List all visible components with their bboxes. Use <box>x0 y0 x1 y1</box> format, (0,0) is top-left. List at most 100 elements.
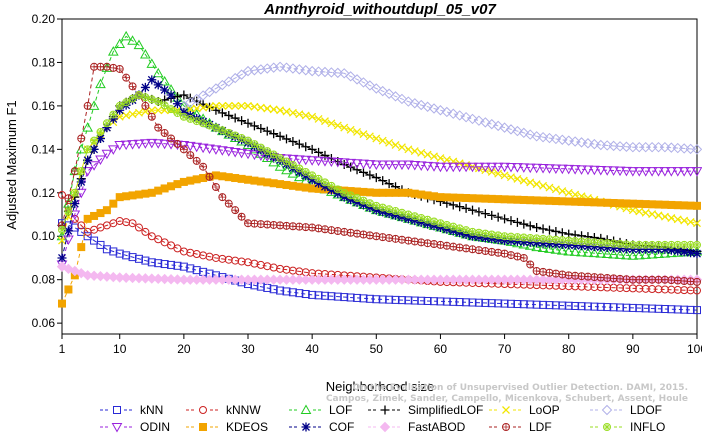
data-point <box>147 258 156 267</box>
data-point <box>319 157 331 167</box>
data-point <box>282 107 291 116</box>
data-point <box>210 145 222 155</box>
legend-item-odin: ODIN <box>100 420 170 434</box>
data-point <box>436 297 445 306</box>
data-point <box>481 298 490 307</box>
data-point <box>313 66 324 77</box>
data-point <box>192 104 201 113</box>
data-point <box>282 287 291 296</box>
data-point <box>82 270 93 281</box>
data-point <box>410 296 419 305</box>
data-point <box>147 75 157 85</box>
data-point <box>576 246 587 257</box>
data-point <box>455 228 465 238</box>
data-point <box>563 245 575 256</box>
data-point <box>454 162 466 173</box>
data-point <box>609 303 618 312</box>
data-point <box>531 163 543 174</box>
data-point <box>500 214 510 224</box>
data-point <box>499 162 510 173</box>
data-point <box>141 227 150 236</box>
data-point <box>339 68 350 79</box>
data-point <box>595 165 607 176</box>
data-point <box>442 297 451 306</box>
legend-label: LoOP <box>529 403 560 417</box>
data-point <box>415 161 427 171</box>
data-point <box>372 134 381 143</box>
data-point <box>462 298 471 307</box>
data-point <box>179 247 188 256</box>
data-point <box>128 253 137 262</box>
data-point <box>454 110 465 121</box>
data-point <box>327 292 336 301</box>
data-point <box>428 162 440 172</box>
data-point <box>455 298 464 307</box>
data-point <box>223 147 235 157</box>
data-point <box>333 189 343 199</box>
data-point <box>480 233 490 243</box>
data-point <box>82 122 94 132</box>
data-point <box>358 77 369 88</box>
data-point <box>665 167 677 177</box>
data-point <box>608 166 619 176</box>
data-point <box>293 155 305 165</box>
data-point <box>646 167 658 177</box>
data-point <box>217 108 227 118</box>
data-point <box>249 150 260 161</box>
legend-label: SimplifiedLOF <box>408 403 483 417</box>
data-point <box>635 207 644 216</box>
data-point <box>423 219 433 229</box>
data-point <box>654 285 663 294</box>
legend-item-kdeos: KDEOS <box>186 420 268 434</box>
data-point <box>332 157 344 168</box>
data-point <box>224 110 234 120</box>
data-point <box>583 241 593 251</box>
data-point <box>199 103 208 112</box>
data-point <box>237 101 246 110</box>
data-point <box>672 142 683 154</box>
data-point <box>601 166 613 176</box>
data-point <box>492 120 504 132</box>
data-point <box>583 302 592 311</box>
data-point <box>659 248 671 258</box>
legend-label: LDF <box>529 420 552 434</box>
data-point <box>526 178 535 187</box>
data-point <box>512 236 522 246</box>
data-point <box>390 91 401 102</box>
data-point <box>556 245 568 255</box>
data-point <box>589 247 600 258</box>
data-point <box>237 116 247 126</box>
y-tick-label: 0.08 <box>32 273 56 287</box>
data-point <box>88 161 100 171</box>
data-point <box>364 160 376 170</box>
data-point <box>89 144 99 154</box>
data-point <box>141 107 150 116</box>
data-point <box>269 263 278 272</box>
series-ldof <box>178 61 702 155</box>
data-point <box>128 219 137 228</box>
data-point <box>628 244 638 254</box>
x-tick-label: 1 <box>59 342 66 356</box>
data-point <box>372 295 381 304</box>
data-point <box>269 129 279 139</box>
data-point <box>122 251 131 260</box>
data-point <box>635 304 644 313</box>
data-point <box>306 65 318 77</box>
data-point <box>493 235 503 245</box>
data-point <box>153 80 163 90</box>
data-point <box>224 255 233 264</box>
data-point <box>397 212 407 222</box>
data-point <box>229 72 241 84</box>
data-point <box>468 205 478 215</box>
data-point <box>518 127 530 139</box>
legend-label: KDEOS <box>226 420 268 434</box>
data-point <box>635 284 644 293</box>
data-point <box>127 140 138 150</box>
data-point <box>502 406 510 414</box>
data-point <box>88 100 100 110</box>
data-point <box>641 208 650 217</box>
data-point <box>403 160 414 171</box>
data-point <box>627 250 639 260</box>
data-point <box>288 137 298 147</box>
